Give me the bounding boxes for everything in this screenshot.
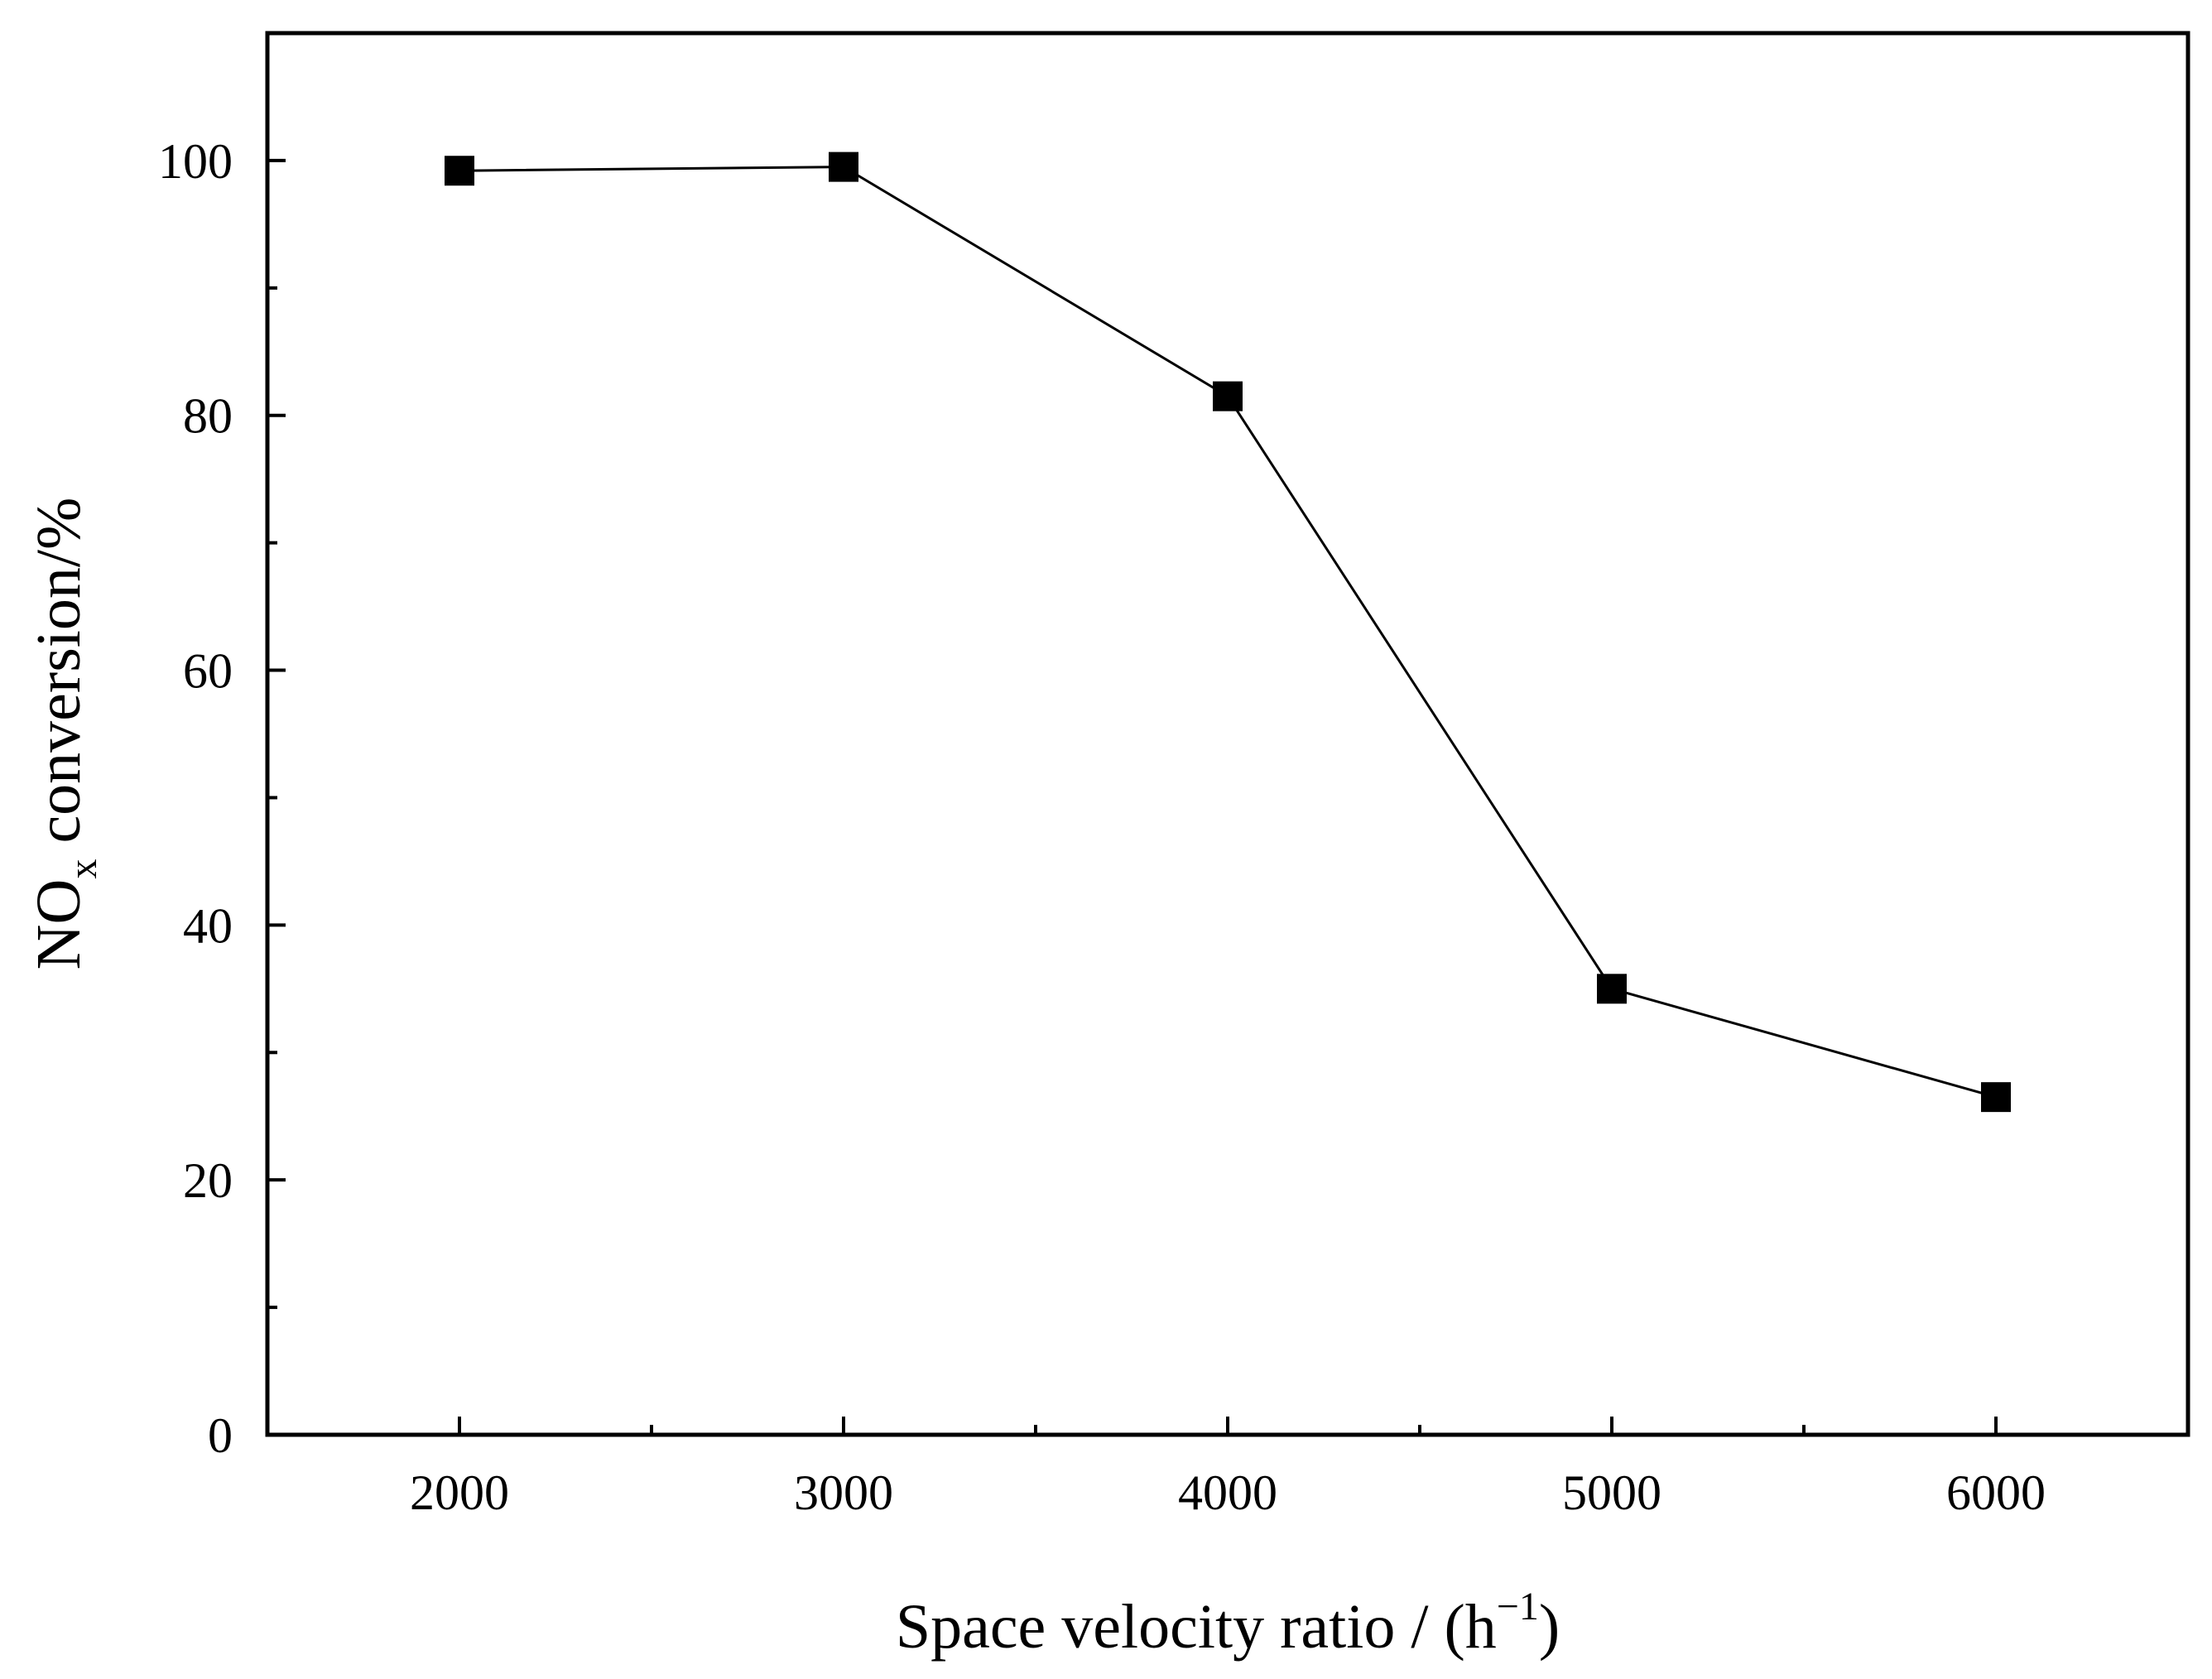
x-axis-title-close: ) [1539, 1592, 1560, 1662]
y-axis-title: NOx conversion/% [24, 498, 105, 970]
x-tick-label: 3000 [794, 1465, 893, 1520]
plot-frame [265, 31, 2190, 1437]
data-point [829, 152, 858, 182]
y-axis-title-subscript: x [61, 859, 105, 879]
y-tick-label: 60 [183, 644, 233, 699]
x-tick-label: 6000 [1946, 1465, 2046, 1520]
x-tick-label: 4000 [1178, 1465, 1277, 1520]
data-point [1981, 1082, 2011, 1113]
x-axis-title: Space velocity ratio / (h−1) [896, 1585, 1560, 1662]
y-tick-label: 80 [183, 389, 233, 444]
data-point [1597, 974, 1627, 1004]
y-axis-title-main: NO [24, 879, 94, 970]
y-tick-label: 20 [183, 1153, 233, 1208]
y-tick-label: 40 [183, 898, 233, 953]
axis-ticks [267, 158, 1998, 1436]
x-axis-title-text: Space velocity ratio / (h [896, 1592, 1497, 1662]
x-axis-title-superscript: −1 [1497, 1585, 1539, 1628]
x-tick-label: 5000 [1562, 1465, 1661, 1520]
data-point [1213, 381, 1243, 411]
axis-tick-labels: 2000 3000 4000 5000 6000 0 20 40 60 80 100 [158, 134, 2046, 1520]
y-tick-label: 100 [158, 134, 233, 189]
series-line [459, 166, 1997, 1099]
series-group [445, 152, 2011, 1113]
x-tick-label: 2000 [410, 1465, 509, 1520]
data-point [445, 156, 474, 186]
y-tick-label: 0 [208, 1408, 233, 1463]
y-axis-title-rest: conversion/% [24, 498, 94, 859]
